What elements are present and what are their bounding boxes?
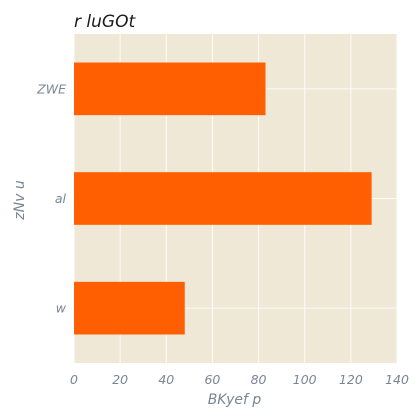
y-tick-label: al [55, 191, 67, 206]
bars [74, 62, 372, 335]
x-tick-label: 120 [339, 372, 363, 387]
chart-title: r luGOt [74, 12, 136, 32]
y-axis-label: zNv u [12, 180, 28, 221]
y-tick-label: ZWE [36, 81, 66, 96]
x-tick-label: 20 [112, 372, 128, 387]
x-tick-label: 100 [293, 372, 317, 387]
x-axis-label: BKyef p [208, 392, 262, 408]
bar-w [74, 281, 185, 335]
x-tick-label: 0 [70, 372, 78, 387]
y-tick-labels: ZWE al w [36, 81, 67, 315]
x-tick-label: 140 [385, 372, 409, 387]
x-tick-labels: 0 20 40 60 80 100 120 140 [70, 372, 409, 387]
x-tick-label: 40 [158, 372, 174, 387]
x-tick-label: 80 [251, 372, 267, 387]
y-tick-label: w [56, 301, 67, 316]
x-tick-label: 60 [204, 372, 220, 387]
bar-al [74, 172, 372, 225]
bar-ZWE [74, 62, 266, 116]
